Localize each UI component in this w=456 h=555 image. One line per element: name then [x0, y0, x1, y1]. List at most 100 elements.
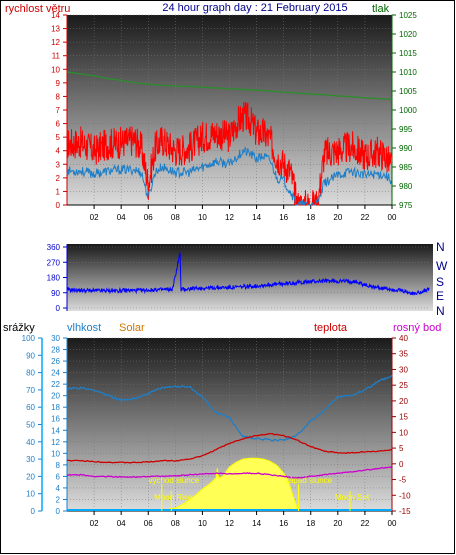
- left-tick-label: 90: [51, 289, 60, 298]
- compass-label: E: [436, 289, 444, 303]
- x-tick-label: 08: [171, 213, 180, 222]
- x-tick-label: 06: [144, 519, 153, 528]
- inner-tick-label: 22: [51, 380, 60, 389]
- x-tick-label: 02: [90, 519, 99, 528]
- x-tick-label: 16: [279, 519, 288, 528]
- wind-axes: 0123456789101112131497598098599099510001…: [51, 11, 417, 222]
- right-tick-label: 990: [399, 144, 413, 153]
- right-tick-label: 1015: [399, 49, 417, 58]
- right-tick-label: 1020: [399, 30, 417, 39]
- inner-tick-label: 12: [51, 438, 60, 447]
- direction-series: [66, 252, 430, 296]
- humidity-axis-label: vlhkost: [67, 322, 101, 334]
- outer-tick-label: 60: [26, 403, 35, 412]
- direction-grid: [67, 246, 429, 309]
- inner-tick-label: 26: [51, 357, 60, 366]
- inner-tick-label: 2: [56, 495, 61, 504]
- wind-gust-line: [66, 101, 393, 206]
- right-tick-label: -10: [399, 491, 411, 500]
- outer-tick-label: 40: [26, 438, 35, 447]
- inner-tick-label: 16: [51, 415, 60, 424]
- outer-tick-label: 100: [22, 334, 36, 343]
- right-tick-label: 985: [399, 163, 413, 172]
- outer-tick-label: 0: [31, 507, 36, 516]
- x-tick-label: 14: [252, 519, 261, 528]
- humidity-line: [66, 374, 393, 442]
- left-tick-label: 270: [47, 258, 61, 267]
- solar-axis-label: Solar: [119, 322, 145, 334]
- outer-tick-label: 50: [26, 421, 35, 430]
- pressure-line: [66, 71, 393, 101]
- inner-tick-label: 6: [56, 472, 61, 481]
- temperature-axes: 0246810121416182022242628300102030405060…: [22, 334, 411, 528]
- inner-tick-label: 14: [51, 426, 60, 435]
- left-tick-label: 0: [56, 201, 61, 210]
- temperature-axis-label: teplota: [314, 322, 348, 334]
- right-tick-label: 35: [399, 350, 408, 359]
- inner-tick-label: 8: [56, 461, 61, 470]
- compass-label: N: [436, 240, 445, 254]
- right-tick-label: 1005: [399, 87, 417, 96]
- inner-tick-label: 18: [51, 403, 60, 412]
- outer-tick-label: 10: [26, 490, 35, 499]
- moonrise-annotation: Moon Rise: [154, 493, 193, 502]
- x-tick-label: 12: [225, 519, 234, 528]
- x-tick-label: 04: [117, 519, 126, 528]
- x-tick-label: 02: [90, 213, 99, 222]
- inner-tick-label: 30: [51, 334, 60, 343]
- inner-tick-label: 20: [51, 392, 60, 401]
- left-tick-label: 7: [56, 106, 61, 115]
- x-tick-label: 06: [144, 213, 153, 222]
- left-tick-label: 10: [51, 65, 60, 74]
- right-tick-label: 10: [399, 428, 408, 437]
- direction-line: [66, 252, 430, 296]
- outer-tick-label: 70: [26, 386, 35, 395]
- x-tick-label: 16: [279, 213, 288, 222]
- left-tick-label: 8: [56, 92, 61, 101]
- inner-tick-label: 10: [51, 449, 60, 458]
- right-tick-label: -15: [399, 507, 411, 516]
- x-tick-label: 18: [306, 213, 315, 222]
- left-tick-label: 6: [56, 120, 61, 129]
- x-tick-label: 10: [198, 519, 207, 528]
- right-tick-label: 1025: [399, 11, 417, 20]
- left-tick-label: 12: [51, 38, 60, 47]
- outer-tick-label: 80: [26, 369, 35, 378]
- outer-tick-label: 20: [26, 472, 35, 481]
- x-tick-label: 14: [252, 213, 261, 222]
- left-tick-label: 0: [56, 304, 61, 313]
- x-tick-label: 20: [333, 213, 342, 222]
- right-tick-label: 980: [399, 182, 413, 191]
- temperature-line: [67, 432, 392, 464]
- x-tick-label: 10: [198, 213, 207, 222]
- right-tick-label: 25: [399, 381, 408, 390]
- x-tick-label: 08: [171, 519, 180, 528]
- moonset-annotation: Moon Set: [335, 493, 370, 502]
- dewpoint-axis-label: rosný bod: [393, 322, 441, 334]
- left-tick-label: 9: [56, 79, 61, 88]
- x-tick-label: 18: [306, 519, 315, 528]
- sunset-annotation: západ slunce: [285, 476, 333, 485]
- x-tick-label: 20: [333, 519, 342, 528]
- left-tick-label: 360: [47, 243, 61, 252]
- x-tick-label: 04: [117, 213, 126, 222]
- solar-area: [161, 457, 300, 512]
- x-tick-label: 22: [360, 519, 369, 528]
- inner-tick-label: 28: [51, 346, 60, 355]
- x-tick-label: 12: [225, 213, 234, 222]
- left-tick-label: 180: [47, 274, 61, 283]
- right-tick-label: 975: [399, 201, 413, 210]
- solar-area-shape: [161, 457, 300, 512]
- left-tick-label: 13: [51, 25, 60, 34]
- sun-moon-annotations: východ slunce západ slunce Moon Rise Moon S…: [148, 476, 370, 511]
- compass-label: W: [436, 259, 448, 273]
- left-tick-label: 11: [52, 52, 61, 61]
- sunrise-annotation: východ slunce: [148, 476, 199, 485]
- x-tick-label: 22: [360, 213, 369, 222]
- dewpoint-line: [66, 466, 393, 479]
- left-tick-label: 14: [51, 11, 60, 20]
- left-tick-label: 2: [56, 174, 61, 183]
- outer-tick-label: 90: [26, 351, 35, 360]
